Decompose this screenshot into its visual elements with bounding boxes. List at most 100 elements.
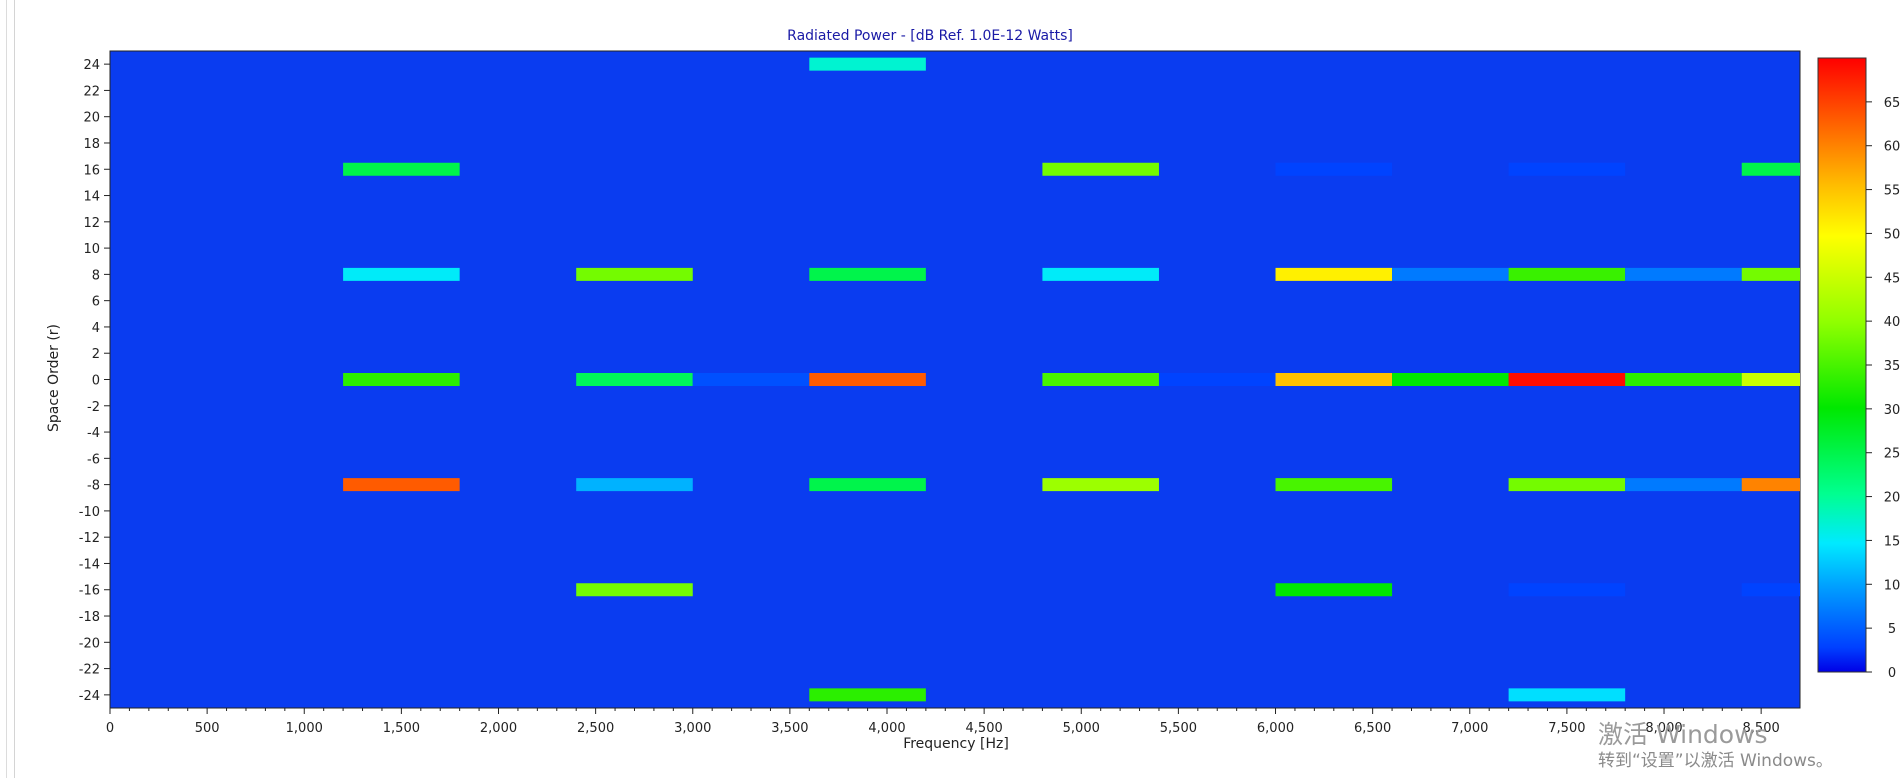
y-tick-label: -16: [79, 584, 100, 599]
y-tick-label: -20: [79, 636, 100, 651]
y-tick-label: 20: [83, 111, 100, 126]
heatmap-cell: [1042, 162, 1159, 176]
heatmap-cell: [1625, 373, 1742, 386]
x-tick-label: 7,500: [1548, 721, 1585, 736]
heatmap-cell: [576, 267, 693, 281]
heatmap-cell: [1741, 162, 1800, 176]
colorbar-tick-label: 30: [1884, 403, 1901, 418]
y-tick-label: 24: [83, 58, 100, 73]
colorbar-tick-label: 15: [1884, 534, 1901, 549]
y-tick-label: 10: [83, 242, 100, 257]
x-tick-label: 4,000: [868, 721, 905, 736]
colorbar-tick-label: 65: [1884, 96, 1901, 111]
x-tick-label: 500: [195, 721, 220, 736]
colorbar-tick-label: 50: [1884, 227, 1901, 242]
x-tick-label: 4,500: [966, 721, 1003, 736]
x-tick-label: 0: [106, 721, 114, 736]
colorbar: [1817, 57, 1867, 673]
heatmap-cell: [1508, 478, 1626, 492]
heatmap-cell: [1508, 267, 1626, 281]
colorbar-tick-label: 10: [1884, 578, 1901, 593]
heatmap-cell: [809, 57, 926, 71]
heatmap-cell: [1275, 373, 1393, 386]
heatmap-cell: [1275, 478, 1393, 492]
x-tick-label: 8,500: [1743, 721, 1780, 736]
x-tick-label: 6,000: [1257, 721, 1294, 736]
x-tick-label: 2,000: [480, 721, 517, 736]
y-tick-label: -2: [87, 400, 100, 415]
y-tick-label: 6: [92, 295, 100, 310]
y-tick-label: -4: [87, 426, 100, 441]
x-tick-label: 7,000: [1451, 721, 1488, 736]
colorbar-gradient: [1817, 57, 1867, 673]
x-tick-label: 2,500: [577, 721, 614, 736]
heatmap-cell: [809, 478, 926, 492]
heatmap-cell: [343, 162, 460, 176]
heatmap-cell: [1741, 373, 1800, 386]
x-tick-label: 3,500: [771, 721, 808, 736]
heatmap-cell: [809, 267, 926, 281]
heatmap-cell: [1275, 162, 1393, 176]
x-tick-label: 5,500: [1160, 721, 1197, 736]
y-tick-label: 18: [83, 137, 100, 152]
heatmap-cell: [343, 267, 460, 281]
x-tick-label: 6,500: [1354, 721, 1391, 736]
y-tick-label: -18: [79, 610, 100, 625]
x-tick-label: 5,000: [1063, 721, 1100, 736]
colorbar-tick-label: 5: [1888, 622, 1896, 637]
window-left-border: [0, 0, 15, 778]
colorbar-ticks: 0 5 10 15 20 25 30 35 40 45 50 55 60 65: [1866, 96, 1900, 681]
heatmap-cell: [1625, 267, 1742, 281]
heatmap-cell: [1392, 267, 1509, 281]
heatmap-cell: [692, 373, 810, 386]
heatmap-cell: [1275, 583, 1393, 597]
heatmap-cells: [343, 57, 1800, 702]
window-left-inner-border: [6, 0, 7, 778]
y-tick-label: 16: [83, 163, 100, 178]
heatmap-cell: [1042, 267, 1159, 281]
x-tick-label: 1,000: [286, 721, 323, 736]
y-tick-label: -24: [79, 689, 100, 704]
heatmap-cell: [576, 373, 693, 386]
x-tick-label: 3,000: [674, 721, 711, 736]
heatmap-cell: [1042, 478, 1159, 492]
heatmap-cell: [809, 373, 926, 386]
heatmap-cell: [576, 583, 693, 597]
y-tick-label: 8: [92, 268, 100, 283]
y-axis-label: Space Order (r): [46, 324, 62, 432]
y-tick-label: 0: [92, 374, 100, 389]
heatmap-cell: [809, 688, 926, 702]
heatmap-cell: [1042, 373, 1159, 386]
heatmap-cell: [1275, 267, 1393, 281]
heatmap-cell: [576, 478, 693, 492]
chart-title: Radiated Power - [dB Ref. 1.0E-12 Watts]: [787, 28, 1073, 44]
y-tick-label: -22: [79, 663, 100, 678]
y-tick-label: -14: [79, 557, 100, 572]
heatmap-cell: [1741, 267, 1800, 281]
y-tick-label: -10: [79, 505, 100, 520]
colorbar-tick-label: 20: [1884, 491, 1901, 506]
colorbar-tick-label: 45: [1884, 271, 1901, 286]
colorbar-tick-label: 0: [1888, 666, 1896, 681]
heatmap-cell: [1508, 583, 1626, 597]
heatmap-cell: [1392, 373, 1509, 386]
heatmap-cell: [1508, 162, 1626, 176]
heatmap-cell: [1741, 478, 1800, 492]
colorbar-tick-label: 60: [1884, 140, 1901, 155]
colorbar-tick-label: 35: [1884, 359, 1901, 374]
heatmap-cell: [343, 478, 460, 492]
y-tick-label: 2: [92, 347, 100, 362]
heatmap-cell: [1625, 478, 1742, 492]
heatmap-cell: [343, 373, 460, 386]
x-axis: 0 500 1,000 1,500 2,000 2,500 3,000 3,500 4,000 4…: [106, 707, 1800, 736]
heatmap-cell: [1508, 688, 1626, 702]
y-tick-label: 4: [92, 321, 100, 336]
x-tick-label: 1,500: [383, 721, 420, 736]
y-tick-label: 22: [83, 84, 100, 99]
colorbar-tick-label: 25: [1884, 447, 1901, 462]
y-tick-label: -6: [87, 452, 100, 467]
heatmap-cell: [1741, 583, 1800, 597]
colorbar-tick-label: 55: [1884, 184, 1901, 199]
heatmap-cell: [1508, 373, 1626, 386]
